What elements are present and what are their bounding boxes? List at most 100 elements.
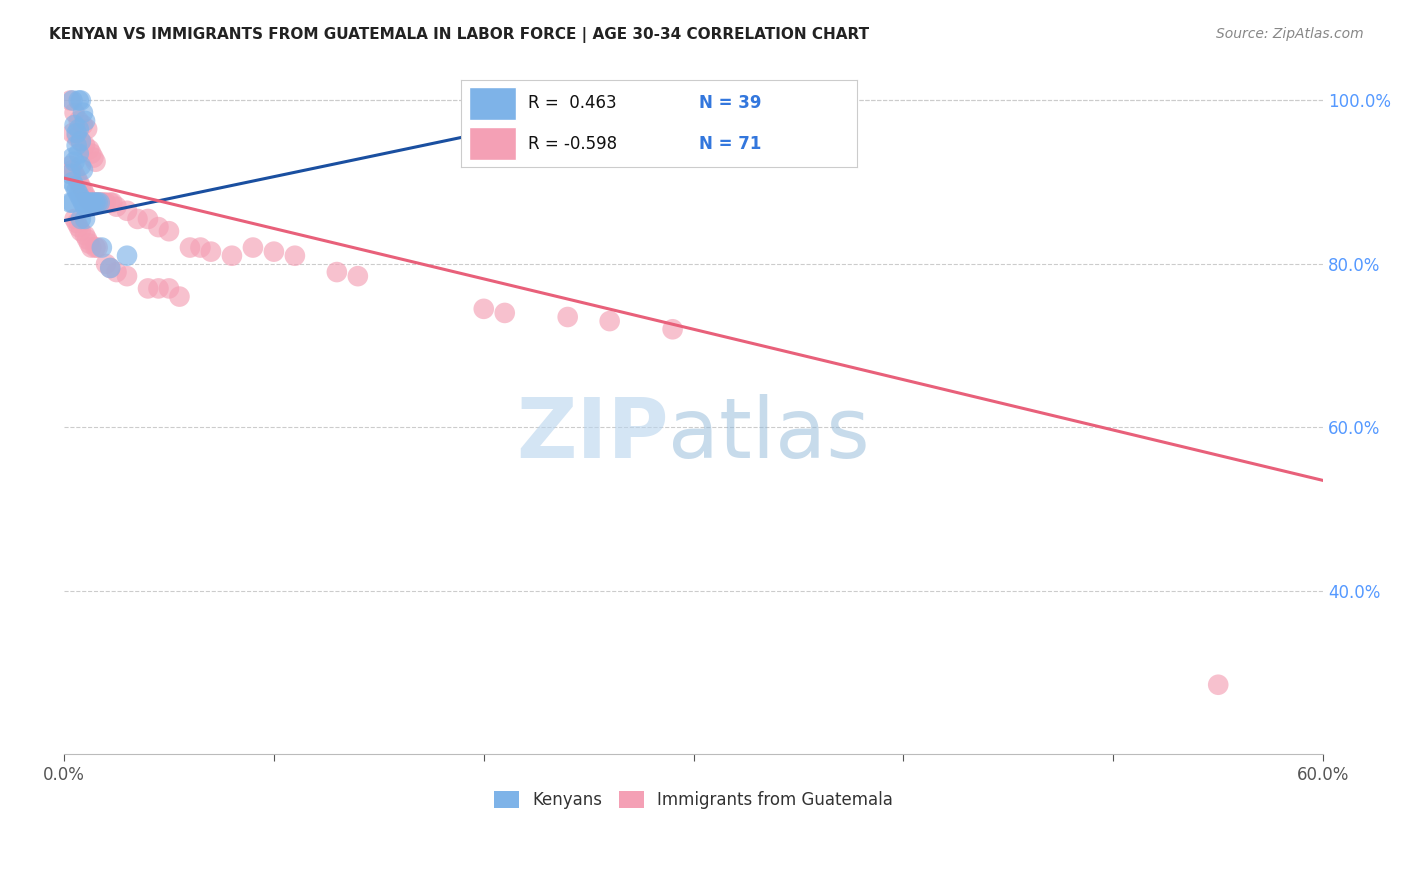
Point [101, 195, 124, 210]
Point [62, 162, 84, 177]
Point [190, 241, 212, 255]
Point [73, 195, 96, 210]
Point [59, 94, 82, 108]
Point [98, 260, 121, 275]
Point [73, 187, 96, 202]
Point [221, 249, 243, 263]
Point [86, 195, 108, 210]
Point [59, 159, 82, 173]
Point [63, 118, 86, 132]
Text: ZIP: ZIP [516, 394, 668, 475]
Point [157, 224, 180, 238]
Point [76, 122, 98, 136]
Point [157, 281, 180, 295]
Point [90, 241, 112, 255]
Point [76, 192, 98, 206]
Point [67, 187, 90, 202]
Point [76, 195, 98, 210]
Point [80, 241, 103, 255]
Text: KENYAN VS IMMIGRANTS FROM GUATEMALA IN LABOR FORCE | AGE 30-34 CORRELATION CHART: KENYAN VS IMMIGRANTS FROM GUATEMALA IN L… [49, 27, 869, 43]
Point [82, 195, 104, 210]
Point [136, 281, 159, 295]
Point [169, 289, 191, 303]
Point [472, 301, 495, 316]
Point [89, 195, 111, 210]
Point [808, 94, 831, 108]
Point [127, 211, 149, 226]
Point [284, 249, 307, 263]
Text: Source: ZipAtlas.com: Source: ZipAtlas.com [1216, 27, 1364, 41]
Point [115, 269, 138, 284]
Point [70, 224, 93, 238]
Point [84, 195, 107, 210]
Point [94, 257, 117, 271]
Point [76, 232, 98, 246]
Point [1206, 678, 1229, 692]
Point [73, 138, 96, 153]
Point [62, 126, 84, 140]
Point [82, 195, 104, 210]
Point [200, 244, 222, 259]
Point [136, 211, 159, 226]
Point [62, 175, 84, 189]
Point [77, 195, 100, 210]
Point [67, 122, 90, 136]
Point [77, 236, 100, 251]
Point [80, 195, 103, 210]
Point [63, 167, 86, 181]
Point [66, 130, 89, 145]
Point [72, 183, 94, 197]
Legend: Kenyans, Immigrants from Guatemala: Kenyans, Immigrants from Guatemala [488, 784, 900, 815]
Point [67, 146, 90, 161]
Point [77, 143, 100, 157]
Point [63, 154, 86, 169]
Point [115, 249, 138, 263]
Point [84, 154, 107, 169]
Point [82, 151, 104, 165]
Point [90, 195, 112, 210]
Point [557, 105, 579, 120]
Point [242, 241, 264, 255]
Point [93, 195, 115, 210]
Point [63, 105, 86, 120]
Point [70, 159, 93, 173]
Point [70, 179, 93, 194]
Point [105, 200, 128, 214]
Point [73, 200, 96, 214]
Point [86, 195, 108, 210]
Point [98, 260, 121, 275]
Point [67, 175, 90, 189]
Point [148, 281, 170, 295]
Point [59, 167, 82, 181]
Point [67, 114, 90, 128]
Point [80, 146, 103, 161]
Point [94, 195, 117, 210]
Point [62, 151, 84, 165]
Point [66, 138, 89, 153]
Point [72, 118, 94, 132]
Point [70, 94, 93, 108]
Point [70, 192, 93, 206]
Point [557, 310, 579, 324]
Point [70, 134, 93, 148]
Point [66, 126, 89, 140]
Point [62, 195, 84, 210]
Point [70, 211, 93, 226]
Point [67, 94, 90, 108]
Point [494, 306, 516, 320]
Point [73, 114, 96, 128]
Point [179, 241, 201, 255]
Point [263, 244, 285, 259]
Point [63, 211, 86, 226]
Point [84, 195, 107, 210]
Point [66, 171, 89, 186]
Point [63, 179, 86, 194]
Point [67, 220, 90, 235]
Point [148, 220, 170, 235]
Point [326, 265, 349, 279]
Point [66, 183, 89, 197]
Point [73, 211, 96, 226]
Point [89, 195, 111, 210]
Point [66, 216, 89, 230]
Point [347, 269, 370, 284]
